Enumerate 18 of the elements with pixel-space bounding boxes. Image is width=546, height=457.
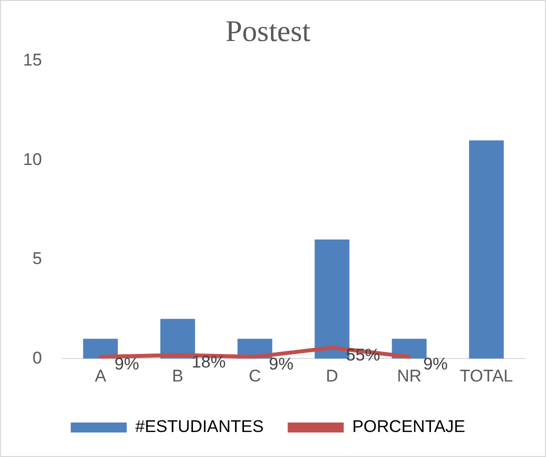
y-tick-label: 0 xyxy=(32,348,42,368)
bar xyxy=(469,140,504,359)
data-label: 9% xyxy=(423,354,448,374)
x-tick-label: D xyxy=(326,366,338,386)
data-label: 9% xyxy=(114,354,140,374)
legend-label: PORCENTAJE xyxy=(352,417,466,436)
x-tick-label: NR xyxy=(396,366,422,386)
data-label: 18% xyxy=(192,352,226,372)
y-tick-label: 10 xyxy=(22,150,42,169)
x-tick-label: C xyxy=(248,366,262,386)
y-tick-label: 5 xyxy=(32,249,42,268)
data-label: 9% xyxy=(268,354,294,374)
x-tick-label: TOTAL xyxy=(460,366,514,386)
x-tick-label: B xyxy=(172,366,184,386)
chart-title: Postest xyxy=(225,14,312,48)
legend-label: #ESTUDIANTES xyxy=(135,417,264,436)
y-tick-label: 15 xyxy=(22,50,42,70)
x-tick-label: A xyxy=(94,366,107,386)
